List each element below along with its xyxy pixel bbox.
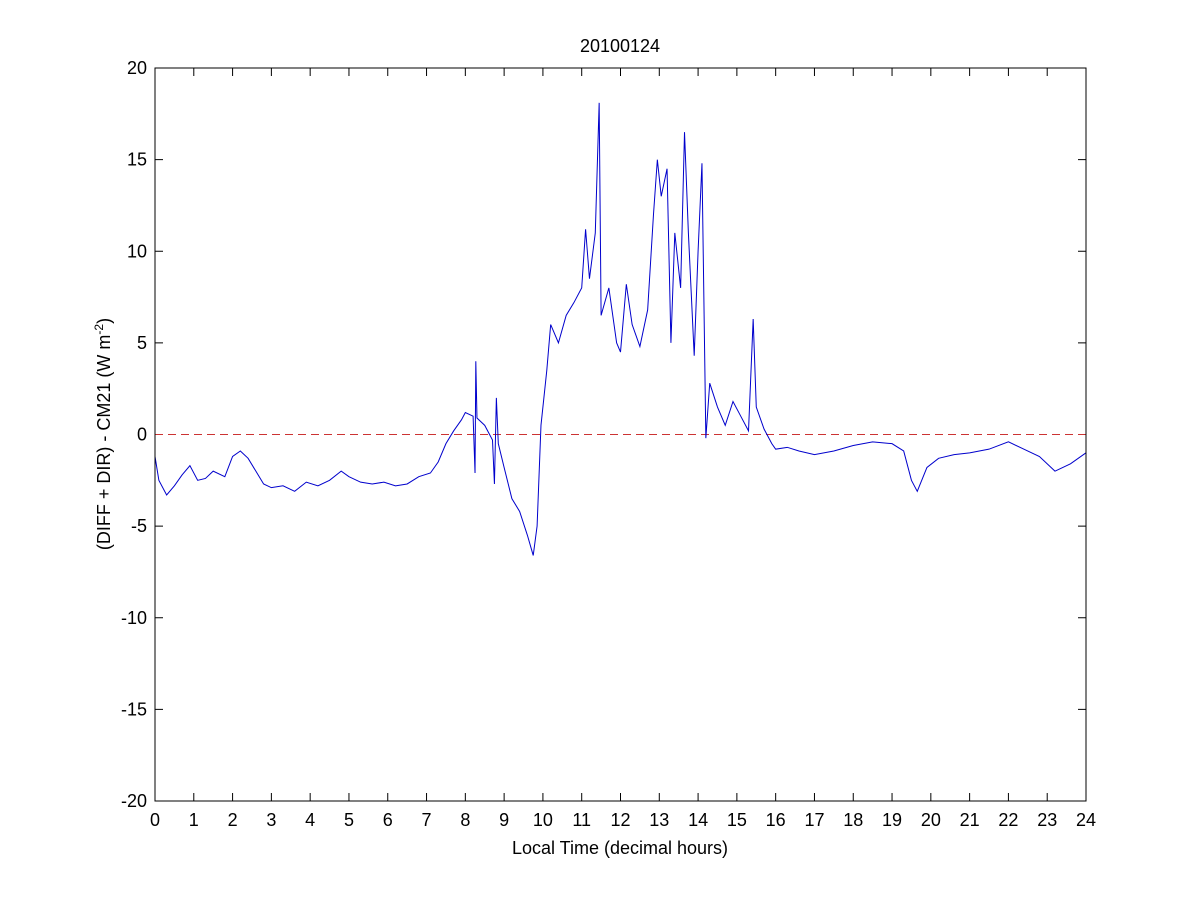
y-label-sup: -2 <box>92 324 106 335</box>
x-tick-label: 10 <box>533 810 553 830</box>
x-axis-label: Local Time (decimal hours) <box>512 838 728 858</box>
x-tick-label: 17 <box>804 810 824 830</box>
data-line <box>154 102 1087 556</box>
x-tick-label: 13 <box>649 810 669 830</box>
x-tick-label: 8 <box>460 810 470 830</box>
x-tick-label: 1 <box>189 810 199 830</box>
x-tick-label: 23 <box>1037 810 1057 830</box>
x-tick-label: 16 <box>766 810 786 830</box>
y-tick-label: 10 <box>127 241 147 261</box>
x-tick-label: 3 <box>266 810 276 830</box>
axes-box <box>154 67 1087 802</box>
y-tick-label: 0 <box>137 425 147 445</box>
x-tick-label: 6 <box>383 810 393 830</box>
y-tick-label: 20 <box>127 58 147 78</box>
y-tick-label: 5 <box>137 333 147 353</box>
x-tick-label: 9 <box>499 810 509 830</box>
x-tick-label: 4 <box>305 810 315 830</box>
x-tick-label: 5 <box>344 810 354 830</box>
x-tick-label: 21 <box>960 810 980 830</box>
y-tick-label: -5 <box>131 516 147 536</box>
x-tick-label: 19 <box>882 810 902 830</box>
x-tick-label: 15 <box>727 810 747 830</box>
x-tick-label: 14 <box>688 810 708 830</box>
x-tick-label: 7 <box>422 810 432 830</box>
y-axis-label: (DIFF + DIR) - CM21 (W m-2) <box>92 318 114 550</box>
y-tick-label: -20 <box>121 791 147 811</box>
chart-title: 20100124 <box>580 36 660 56</box>
x-tick-label: 20 <box>921 810 941 830</box>
y-label-text: (DIFF + DIR) - CM21 (W m <box>94 335 114 550</box>
x-tick-label: 12 <box>610 810 630 830</box>
y-label-end: ) <box>94 318 114 324</box>
y-tick-label: 15 <box>127 150 147 170</box>
x-tick-label: 2 <box>228 810 238 830</box>
x-tick-label: 11 <box>572 810 591 830</box>
x-tick-label: 0 <box>150 810 160 830</box>
x-tick-label: 18 <box>843 810 863 830</box>
y-tick-label: -15 <box>121 699 147 719</box>
x-tick-label: 24 <box>1076 810 1096 830</box>
x-tick-label: 22 <box>998 810 1018 830</box>
y-tick-label: -10 <box>121 608 147 628</box>
